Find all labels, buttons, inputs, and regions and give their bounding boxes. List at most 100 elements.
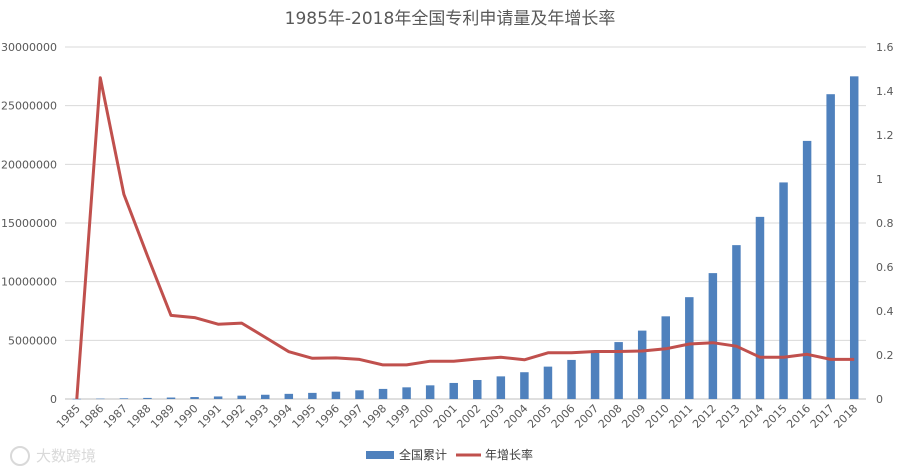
bar [331,391,341,399]
legend: 全国累计 年增长率 [366,447,533,462]
bar [708,273,718,399]
bar [496,376,506,399]
x-tick-label: 1992 [219,402,248,431]
bar [520,372,529,399]
x-tick-label: 1999 [384,402,413,431]
x-tick-label: 1989 [148,402,177,431]
bar [685,297,694,399]
x-tick-label: 2005 [525,402,554,431]
watermark: 大数跨境 [10,446,96,466]
bar [614,342,623,399]
watermark-text: 大数跨境 [36,447,96,465]
y-right-tick-label: 0.8 [876,217,894,230]
bar [143,397,152,399]
y-right-tick-label: 1.6 [876,41,894,54]
bar [166,397,176,399]
x-tick-label: 2010 [643,402,672,431]
bar [284,393,294,399]
bar [826,94,835,399]
x-tick-label: 2012 [690,402,719,431]
y-right-tick-label: 0 [876,393,883,406]
x-tick-label: 2017 [808,402,837,431]
bar [802,140,812,399]
x-tick-label: 2003 [478,402,507,431]
bar [72,398,82,400]
bar [308,392,317,399]
bar [96,398,105,400]
y-right-tick-label: 0.4 [876,305,894,318]
x-tick-label: 1987 [101,402,130,431]
bar [213,396,223,399]
y-right-tick-label: 0.2 [876,349,894,362]
x-tick-label: 2001 [431,402,460,431]
y-left-tick-label: 0 [50,393,57,406]
x-tick-label: 2013 [714,402,743,431]
x-tick-label: 2008 [596,402,625,431]
x-tick-label: 2018 [831,402,860,431]
bar [637,330,647,399]
x-tick-label: 2011 [666,402,695,431]
bar [402,387,411,399]
y-left-tick-label: 5000000 [8,334,57,347]
left-axis: 0 5000000 10000000 15000000 20000000 25000000… [1,41,57,406]
x-tick-label: 2016 [784,402,813,431]
line-series [75,76,855,400]
bar [119,398,129,399]
chart-title: 1985年-2018年全国专利申请量及年增长率 [285,9,616,29]
bar [732,245,741,399]
x-tick-label: 1990 [172,402,201,431]
x-tick-label: 1988 [125,402,154,431]
x-tick-label: 2004 [502,402,531,431]
bar [543,366,553,399]
bar [261,394,270,399]
y-right-tick-label: 1.2 [876,129,894,142]
bar [779,182,788,399]
bar-series [72,76,859,400]
bar [849,76,859,399]
right-axis: 0 0.2 0.4 0.6 0.8 1 1.2 1.4 1.6 [876,41,894,406]
x-tick-label: 1986 [77,402,106,431]
x-tick-label: 1991 [195,402,224,431]
bar [355,390,364,399]
y-left-tick-label: 25000000 [1,100,57,113]
x-tick-label: 2002 [454,402,483,431]
x-tick-label: 1996 [313,402,342,431]
growth-rate-line [75,76,855,400]
x-tick-label: 2006 [549,402,578,431]
x-tick-label: 1994 [266,402,295,431]
bar [190,397,199,399]
bar [755,216,765,399]
y-right-tick-label: 1.4 [876,85,894,98]
bar [449,382,458,399]
y-left-tick-label: 20000000 [1,158,57,171]
y-left-tick-label: 15000000 [1,217,57,230]
bar [425,385,435,399]
y-right-tick-label: 0.6 [876,261,894,274]
y-left-tick-label: 10000000 [1,276,57,289]
x-tick-label: 2007 [572,402,601,431]
gridlines [65,46,866,400]
x-tick-label: 1997 [337,402,366,431]
bar [590,351,600,399]
x-tick-label: 1998 [360,402,389,431]
legend-label-bar: 全国累计 [399,447,447,462]
watermark-logo-icon [10,446,30,466]
legend-swatch-bar [366,451,394,459]
x-tick-label: 2000 [407,402,436,431]
x-tick-label: 1993 [242,402,271,431]
bar [567,359,576,399]
bar [661,316,670,399]
x-axis: 1985198619871988198919901991199219931994… [54,402,860,431]
x-tick-label: 2009 [619,402,648,431]
x-tick-label: 2014 [737,402,766,431]
y-right-tick-label: 1 [876,173,883,186]
bar [473,379,482,399]
legend-label-line: 年增长率 [485,447,533,462]
x-tick-label: 1995 [289,402,318,431]
bar [378,388,388,399]
x-tick-label: 1985 [54,402,83,431]
y-left-tick-label: 30000000 [1,41,57,54]
x-tick-label: 2015 [761,402,790,431]
bar [237,395,246,399]
